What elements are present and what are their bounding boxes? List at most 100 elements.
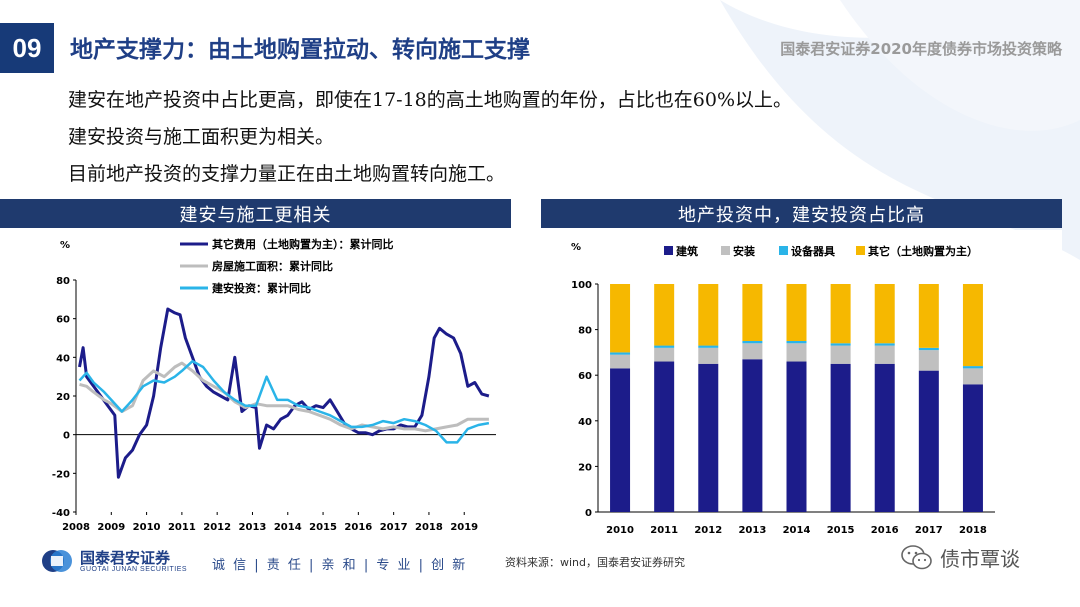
right-chart-banner: 地产投资中，建安投资占比高 bbox=[541, 199, 1062, 228]
bar-segment bbox=[610, 352, 631, 355]
x-tick-label: 2017 bbox=[915, 525, 943, 536]
left-chart-banner: 建安与施工更相关 bbox=[0, 199, 511, 228]
y-tick-label: 60 bbox=[578, 371, 592, 382]
bar-segment bbox=[654, 345, 675, 348]
y-tick-label: 40 bbox=[56, 353, 70, 364]
legend-swatch bbox=[721, 246, 730, 255]
legend-swatch bbox=[664, 246, 673, 255]
x-tick-label: 2010 bbox=[606, 525, 634, 536]
legend-label: 建筑 bbox=[676, 244, 698, 258]
page-title: 地产支撑力：由土地购置拉动、转向施工支撑 bbox=[70, 37, 530, 63]
bar-segment bbox=[830, 343, 851, 346]
legend-label: 其它（土地购置为主） bbox=[868, 244, 978, 258]
bar-segment bbox=[874, 343, 895, 346]
x-tick-label: 2013 bbox=[738, 525, 766, 536]
x-tick-label: 2015 bbox=[827, 525, 855, 536]
bar-segment bbox=[698, 284, 719, 346]
wechat-watermark: 债市覃谈 bbox=[900, 543, 1020, 572]
legend-label: 其它费用（土地购置为主）：累计同比 bbox=[212, 237, 394, 251]
bar-segment bbox=[654, 361, 675, 512]
bar-segment bbox=[786, 361, 807, 512]
bullet-item: 建安投资与施工面积更为相关。 bbox=[68, 126, 335, 148]
bar-segment bbox=[830, 363, 851, 512]
bar-segment bbox=[918, 370, 939, 512]
legend-label: 安装 bbox=[733, 244, 755, 258]
bar-segment bbox=[742, 341, 763, 344]
legend-label: 房屋施工面积：累计同比 bbox=[212, 259, 333, 273]
bar-segment bbox=[610, 354, 631, 369]
company-logo: 国泰君安证券 GUOTAI JUNAN SECURITIES bbox=[40, 548, 187, 574]
bullet-item: 建安在地产投资中占比更高，即使在17-18的高土地购置的年份，占比也在60%以上… bbox=[68, 89, 793, 111]
bar-segment bbox=[654, 347, 675, 362]
bar-segment bbox=[698, 347, 719, 364]
bar-segment bbox=[698, 345, 719, 348]
company-motto: 诚 信 | 责 任 | 亲 和 | 专 业 | 创 新 bbox=[212, 558, 468, 573]
bar-segment bbox=[874, 345, 895, 364]
background-decoration bbox=[720, 0, 1080, 260]
y-unit-label: % bbox=[571, 242, 581, 253]
y-tick-label: 20 bbox=[578, 462, 592, 473]
bar-segment bbox=[654, 284, 675, 346]
source-note: 资料来源：wind，国泰君安证券研究 bbox=[505, 556, 686, 569]
x-tick-label: 2018 bbox=[959, 525, 987, 536]
x-tick-label: 2016 bbox=[871, 525, 899, 536]
legend-label: 设备器具 bbox=[791, 244, 835, 258]
y-tick-label: -20 bbox=[52, 469, 70, 480]
bar-segment bbox=[742, 343, 763, 360]
bar-segment bbox=[962, 284, 983, 367]
x-tick-label: 2009 bbox=[97, 522, 125, 533]
y-tick-label: 20 bbox=[56, 392, 70, 403]
bar-segment bbox=[786, 343, 807, 362]
section-number: 09 bbox=[0, 23, 54, 73]
legend-swatch bbox=[856, 246, 865, 255]
bar-segment bbox=[610, 368, 631, 512]
wechat-account-name: 债市覃谈 bbox=[940, 547, 1020, 571]
series-line bbox=[79, 361, 489, 433]
logo-mark-icon bbox=[42, 550, 72, 572]
x-tick-label: 2015 bbox=[309, 522, 337, 533]
x-tick-label: 2014 bbox=[783, 525, 811, 536]
bar-segment bbox=[830, 345, 851, 364]
series-line bbox=[78, 307, 490, 479]
x-tick-label: 2013 bbox=[239, 522, 267, 533]
bar-segment bbox=[962, 368, 983, 385]
x-tick-label: 2010 bbox=[133, 522, 161, 533]
y-tick-label: 80 bbox=[578, 326, 592, 337]
x-tick-label: 2017 bbox=[380, 522, 408, 533]
x-tick-label: 2016 bbox=[344, 522, 372, 533]
x-tick-label: 2018 bbox=[415, 522, 443, 533]
x-tick-label: 2008 bbox=[62, 522, 90, 533]
x-tick-label: 2011 bbox=[650, 525, 678, 536]
bar-segment bbox=[874, 363, 895, 512]
wechat-icon bbox=[901, 544, 932, 569]
x-tick-label: 2019 bbox=[450, 522, 478, 533]
x-tick-label: 2012 bbox=[203, 522, 231, 533]
y-tick-label: 80 bbox=[56, 276, 70, 287]
legend-swatch bbox=[779, 246, 788, 255]
report-title: 国泰君安证券2020年度债券市场投资策略 bbox=[780, 40, 1062, 58]
bar-segment bbox=[918, 284, 939, 348]
y-unit-label: % bbox=[60, 240, 70, 251]
bar-segment bbox=[698, 363, 719, 512]
bar-segment bbox=[786, 341, 807, 344]
y-tick-label: 0 bbox=[63, 431, 70, 442]
y-tick-label: 40 bbox=[578, 417, 592, 428]
x-tick-label: 2014 bbox=[274, 522, 302, 533]
legend-label: 建安投资：累计同比 bbox=[212, 281, 311, 295]
x-tick-label: 2012 bbox=[694, 525, 722, 536]
series-line bbox=[78, 359, 490, 444]
y-tick-label: 60 bbox=[56, 315, 70, 326]
x-tick-label: 2011 bbox=[168, 522, 196, 533]
y-tick-label: 100 bbox=[571, 280, 592, 291]
stacked-bar-chart: % 0 20 40 60 80 100 2010 2011 2012 2013 2014 2015 201… bbox=[541, 230, 1062, 542]
bar-segment bbox=[610, 284, 631, 353]
bar-segment bbox=[918, 347, 939, 351]
y-tick-label: -40 bbox=[52, 508, 70, 519]
bar-segment bbox=[962, 384, 983, 512]
logo-name: 国泰君安证券 bbox=[80, 548, 171, 567]
y-tick-label: 0 bbox=[585, 508, 592, 519]
bar-segment bbox=[874, 284, 895, 344]
bullet-list: 建安在地产投资中占比更高，即使在17-18的高土地购置的年份，占比也在60%以上… bbox=[68, 84, 792, 195]
logo-english-name: GUOTAI JUNAN SECURITIES bbox=[80, 565, 188, 573]
bullet-item: 目前地产投资的支撑力量正在由土地购置转向施工。 bbox=[68, 163, 506, 185]
